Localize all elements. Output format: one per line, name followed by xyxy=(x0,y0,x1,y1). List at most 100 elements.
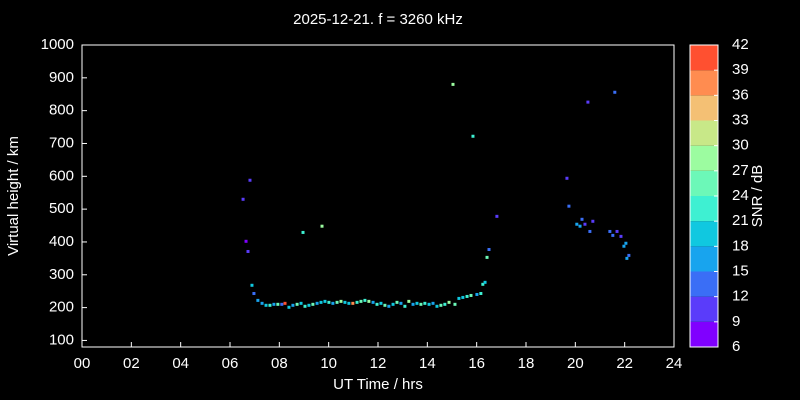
data-point xyxy=(627,253,631,257)
colorbar-band xyxy=(690,271,718,297)
data-point xyxy=(327,300,331,304)
colorbar-tick-label: 27 xyxy=(732,162,749,179)
data-point xyxy=(367,299,371,303)
data-point xyxy=(469,293,473,297)
data-point xyxy=(355,300,359,304)
y-tick-label: 600 xyxy=(49,167,74,184)
y-axis-label: Virtual height / km xyxy=(5,136,22,256)
data-point xyxy=(613,90,617,94)
y-tick-label: 700 xyxy=(49,134,74,151)
data-point xyxy=(264,303,268,307)
x-tick-label: 04 xyxy=(172,355,189,372)
data-point xyxy=(439,303,443,307)
x-tick-label: 20 xyxy=(567,355,584,372)
data-point xyxy=(419,302,423,306)
data-point xyxy=(423,301,427,305)
colorbar-tick-label: 18 xyxy=(732,237,749,254)
data-point xyxy=(479,291,483,295)
data-point xyxy=(588,229,592,233)
colorbar-band xyxy=(690,196,718,222)
colorbar-tick-label: 24 xyxy=(732,187,749,204)
data-point xyxy=(611,233,615,237)
x-tick-label: 08 xyxy=(271,355,288,372)
y-tick-label: 500 xyxy=(49,200,74,217)
data-point xyxy=(387,304,391,308)
x-tick-label: 00 xyxy=(74,355,91,372)
data-point xyxy=(256,298,260,302)
colorbar-band xyxy=(690,145,718,171)
data-point xyxy=(291,303,295,307)
data-point xyxy=(323,299,327,303)
plot-frame xyxy=(81,44,675,348)
colorbar-band xyxy=(690,45,718,71)
x-tick-label: 22 xyxy=(616,355,633,372)
data-point xyxy=(578,224,582,228)
colorbar-band xyxy=(690,221,718,247)
data-point xyxy=(481,282,485,286)
data-point xyxy=(276,302,280,306)
data-point xyxy=(575,222,579,226)
colorbar-band xyxy=(690,321,718,347)
x-tick-label: 02 xyxy=(123,355,140,372)
data-point xyxy=(415,301,419,305)
chart-title: 2025-12-21. f = 3260 kHz xyxy=(293,11,463,28)
data-point xyxy=(319,300,323,304)
data-point xyxy=(487,248,491,252)
colorbar-tick-label: 33 xyxy=(732,111,749,128)
data-point xyxy=(359,299,363,303)
colorbar-band xyxy=(690,95,718,121)
data-point xyxy=(347,301,351,305)
colorbar-tick-label: 39 xyxy=(732,61,749,78)
data-point xyxy=(363,298,367,302)
y-tick-label: 900 xyxy=(49,69,74,86)
data-point xyxy=(295,302,299,306)
y-tick-label: 200 xyxy=(49,299,74,316)
colorbar-tick-label: 21 xyxy=(732,212,749,229)
data-point xyxy=(311,302,315,306)
colorbar-tick-label: 30 xyxy=(732,137,749,154)
colorbar-tick-label: 42 xyxy=(732,36,749,53)
data-point xyxy=(343,300,347,304)
colorbar-tick-label: 12 xyxy=(732,288,749,305)
data-point xyxy=(583,222,587,226)
x-tick-label: 06 xyxy=(222,355,239,372)
data-point xyxy=(625,256,629,260)
data-point xyxy=(624,241,628,245)
data-point xyxy=(307,303,311,307)
data-point xyxy=(391,302,395,306)
data-point xyxy=(483,280,487,284)
data-point xyxy=(485,255,489,259)
x-tick-label: 12 xyxy=(370,355,387,372)
data-point xyxy=(246,249,250,253)
data-point xyxy=(351,301,355,305)
data-point xyxy=(495,214,499,218)
data-point xyxy=(403,304,407,308)
data-point xyxy=(615,229,619,233)
data-point xyxy=(383,303,387,307)
x-tick-label: 10 xyxy=(320,355,337,372)
y-tick-label: 400 xyxy=(49,233,74,250)
data-point xyxy=(371,300,375,304)
data-point xyxy=(457,296,461,300)
colorbar-band xyxy=(690,296,718,322)
x-tick-label: 24 xyxy=(666,355,683,372)
data-point xyxy=(453,302,457,306)
data-point xyxy=(622,244,626,248)
data-point xyxy=(411,302,415,306)
colorbar-tick-label: 9 xyxy=(732,313,740,330)
x-tick-label: 16 xyxy=(468,355,485,372)
data-point xyxy=(591,219,595,223)
data-point xyxy=(475,292,479,296)
colorbar-tick-label: 15 xyxy=(732,262,749,279)
data-point xyxy=(260,301,264,305)
data-point xyxy=(447,300,451,304)
data-point xyxy=(331,301,335,305)
data-point xyxy=(451,82,455,86)
data-point xyxy=(586,100,590,104)
data-point xyxy=(315,301,319,305)
data-point xyxy=(399,301,403,305)
data-point xyxy=(427,302,431,306)
x-tick-label: 14 xyxy=(419,355,436,372)
data-point xyxy=(280,302,284,306)
